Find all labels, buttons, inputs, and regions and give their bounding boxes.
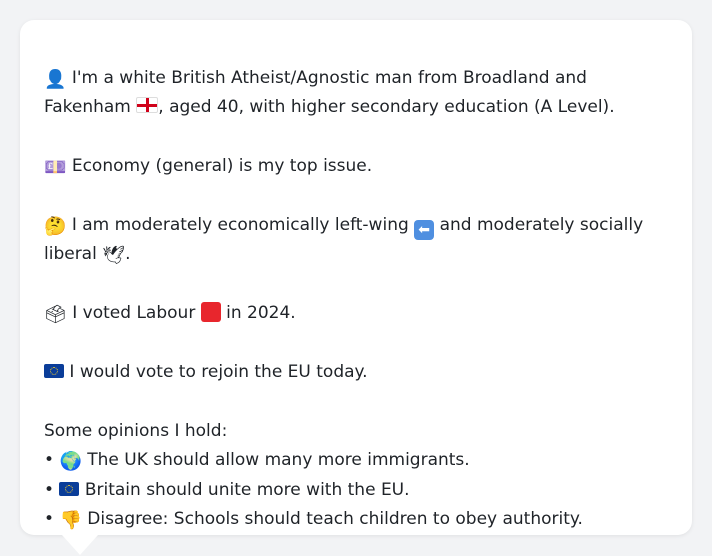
intro-line: 👤 I'm a white British Atheist/Agnostic m… <box>44 64 668 123</box>
opinion-item: • Britain should unite more with the EU. <box>44 476 668 505</box>
pound-banknote-icon: 💷 <box>44 157 67 179</box>
opinions-heading: Some opinions I hold: <box>44 420 228 441</box>
opinion-item: • 🌍 The UK should allow many more immigr… <box>44 446 668 475</box>
bullet: • <box>44 479 55 500</box>
eu-line: I would vote to rejoin the EU today. <box>44 358 668 387</box>
thumbs-down-icon: 👎 <box>59 510 82 532</box>
intro-text-continued: , aged 40, with higher secondary educati… <box>158 97 615 118</box>
intro-text: I'm a white British Atheist/Agnostic man… <box>44 68 587 118</box>
labour-red-square-icon <box>200 302 221 323</box>
bullet: • <box>44 509 55 530</box>
eu-flag-icon <box>44 364 64 378</box>
profile-message-bubble: 👤 I'm a white British Atheist/Agnostic m… <box>20 20 692 555</box>
eu-text: I would vote to rejoin the EU today. <box>64 362 368 382</box>
ideology-text-continued: and moderately socially liberal <box>44 215 644 265</box>
opinion-text: Britain should unite more with the EU. <box>79 479 410 500</box>
thinking-face-icon: 🤔 <box>44 216 67 237</box>
vote-text-continued: in 2024. <box>220 303 296 324</box>
speech-bubble-tail <box>62 535 98 555</box>
dove-icon: 🕊 <box>102 245 126 267</box>
vote-text: I voted Labour <box>66 303 201 324</box>
opinion-item: • 👎 Disagree: Schools should teach child… <box>44 505 668 534</box>
ideology-line: 🤔 I am moderately economically left-wing… <box>44 211 668 270</box>
left-arrow-icon: ⬅ <box>414 220 435 240</box>
opinion-text: The UK should allow many more immigrants… <box>81 450 470 471</box>
bullet: • <box>44 450 55 471</box>
person-icon: 👤 <box>44 69 67 90</box>
vote-line: 🗳 I voted Labour in 2024. <box>44 299 668 328</box>
england-flag-icon <box>136 97 159 114</box>
top-issue-text: Economy (general) is my top issue. <box>66 156 373 177</box>
opinion-text: Disagree: Schools should teach children … <box>81 509 583 530</box>
ideology-text-end: . <box>125 244 131 265</box>
globe-icon: 🌍 <box>59 451 82 473</box>
ideology-text: I am moderately economically left-wing <box>66 215 415 235</box>
eu-flag-icon <box>59 481 80 496</box>
top-issue-line: 💷 Economy (general) is my top issue. <box>44 152 668 181</box>
ballot-box-icon: 🗳 <box>44 304 67 326</box>
